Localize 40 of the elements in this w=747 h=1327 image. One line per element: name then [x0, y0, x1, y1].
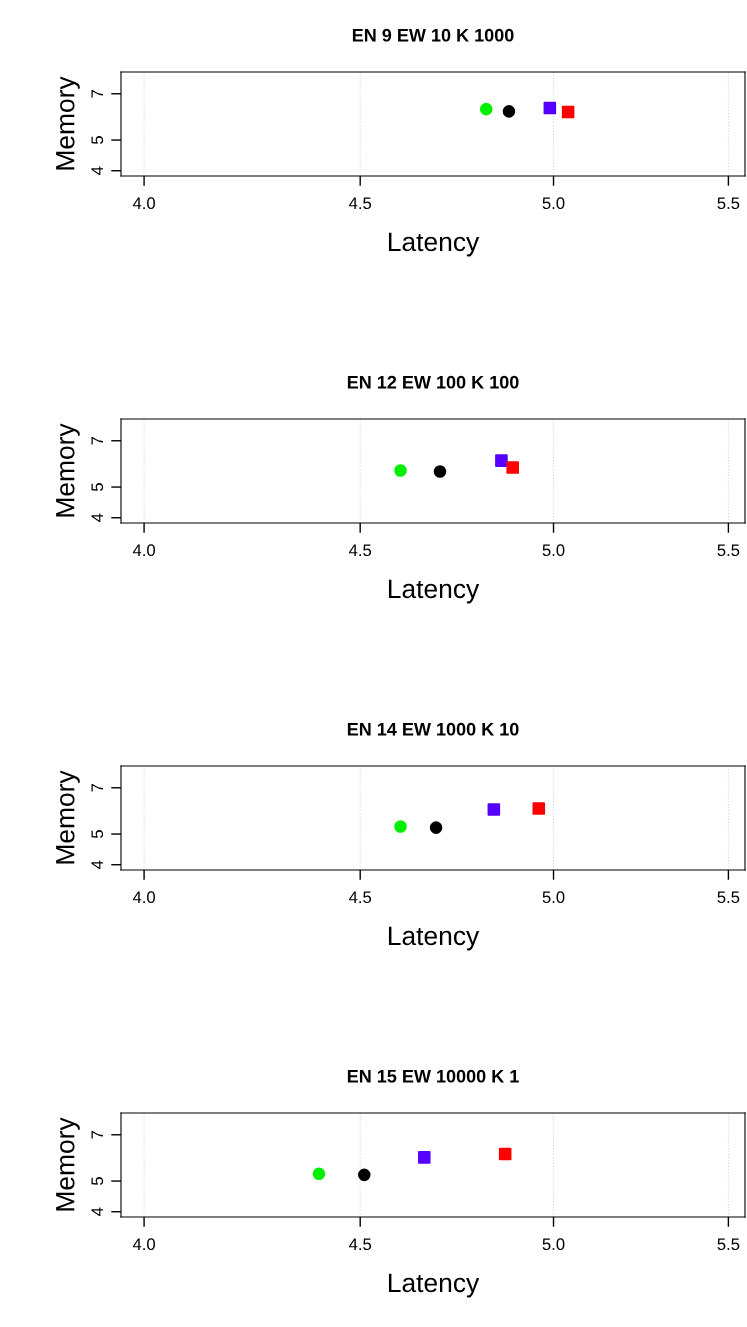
x-tick-label: 4.0: [132, 1238, 156, 1251]
chart-title: EN 12 EW 100 K 100: [347, 375, 519, 389]
x-tick-label: 5.0: [542, 544, 565, 557]
x-axis-title: Latency: [388, 926, 480, 951]
x-tick-label: 5.5: [717, 197, 740, 210]
y-tick-label: 7: [91, 783, 103, 792]
y-tick-label: 7: [91, 89, 103, 98]
y-axis-title: Memory: [56, 76, 80, 170]
y-axis-title: Memory: [56, 423, 80, 517]
x-tick-label: 5.0: [542, 197, 565, 210]
y-tick-label: 7: [91, 436, 103, 445]
x-tick-label: 5.5: [717, 891, 740, 904]
x-tick-label: 4.0: [132, 197, 156, 210]
y-tick-label: 4: [91, 1207, 103, 1216]
y-tick-label: 4: [91, 513, 103, 522]
x-tick-label: 5.5: [717, 1238, 740, 1251]
x-tick-label: 4.0: [132, 544, 156, 557]
x-axis-title: Latency: [388, 1273, 480, 1298]
y-tick-label: 5: [91, 1177, 104, 1186]
y-tick-label: 7: [91, 1130, 103, 1139]
chart-title: EN 9 EW 10 K 1000: [352, 28, 514, 42]
y-tick-label: 5: [91, 830, 104, 839]
y-axis-title: Memory: [56, 1117, 80, 1211]
x-tick-label: 5.0: [542, 891, 565, 904]
x-axis-title: Latency: [388, 232, 480, 257]
x-tick-label: 4.0: [132, 891, 156, 904]
y-tick-label: 4: [91, 166, 103, 175]
y-tick-label: 5: [91, 136, 104, 145]
y-tick-label: 4: [91, 860, 103, 869]
x-tick-label: 5.0: [542, 1238, 565, 1251]
chart-title: EN 15 EW 10000 K 1: [347, 1069, 519, 1083]
x-tick-label: 4.5: [348, 891, 372, 904]
y-tick-label: 5: [91, 483, 104, 492]
x-tick-label: 4.5: [348, 197, 372, 210]
y-axis-title: Memory: [56, 770, 80, 864]
x-tick-label: 5.5: [717, 544, 740, 557]
x-axis-title: Latency: [388, 579, 480, 604]
x-tick-label: 4.5: [348, 1238, 372, 1251]
x-tick-label: 4.5: [348, 544, 372, 557]
chart-title: EN 14 EW 1000 K 10: [347, 722, 519, 736]
